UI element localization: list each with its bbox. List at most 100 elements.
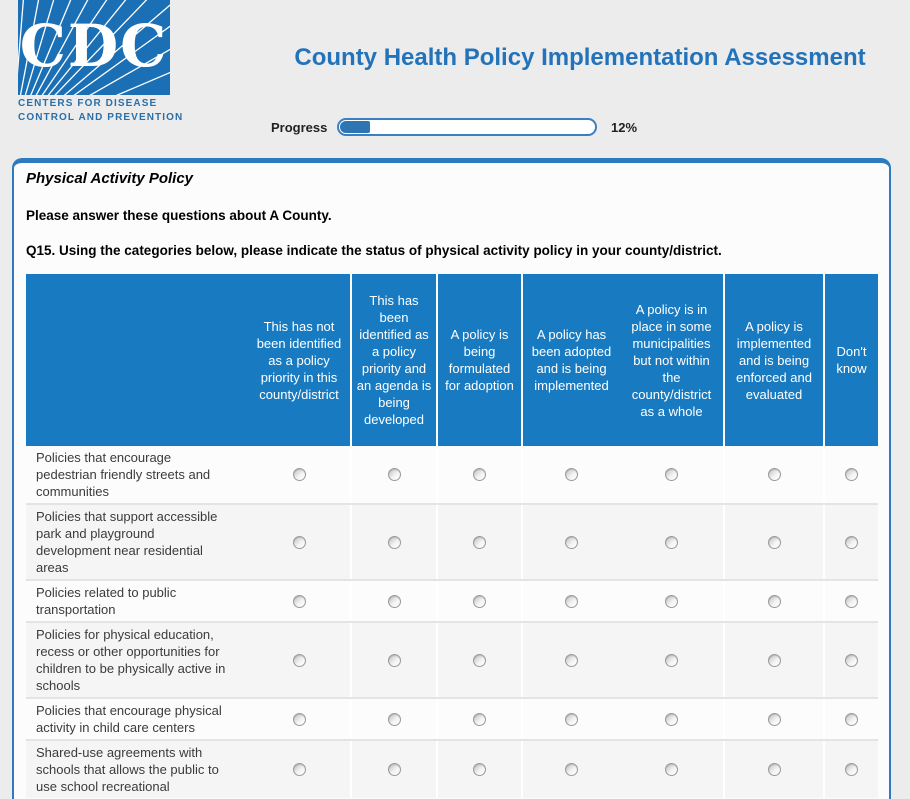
radio-button[interactable] [845, 468, 858, 481]
section-heading: Physical Activity Policy [26, 170, 194, 187]
radio-cell [436, 741, 521, 798]
radio-button[interactable] [565, 763, 578, 776]
radio-button[interactable] [292, 653, 306, 667]
radio-button[interactable] [292, 535, 306, 549]
matrix-row: Policies that support accessible park an… [26, 503, 878, 579]
survey-panel: Physical Activity Policy Please answer t… [12, 158, 891, 799]
radio-button[interactable] [845, 535, 858, 549]
radio-cell [823, 505, 878, 579]
radio-button[interactable] [767, 712, 781, 726]
radio-button[interactable] [565, 712, 578, 726]
radio-cell [620, 505, 723, 579]
progress-bar [337, 118, 597, 136]
row-label: Policies for physical education, recess … [26, 623, 248, 697]
radio-cell [521, 741, 620, 798]
cdc-logo: CDC CENTERS FOR DISEASE CONTROL AND PREV… [18, 0, 182, 123]
radio-button[interactable] [387, 535, 401, 549]
radio-button[interactable] [473, 468, 486, 481]
matrix-row: Policies related to public transportatio… [26, 579, 878, 621]
radio-button[interactable] [565, 653, 578, 667]
radio-cell [436, 446, 521, 503]
row-label: Shared-use agreements with schools that … [26, 741, 248, 798]
radio-button[interactable] [473, 712, 486, 726]
radio-button[interactable] [845, 594, 858, 608]
matrix-column-header: A policy has been adopted and is being i… [521, 274, 620, 446]
radio-button[interactable] [845, 763, 858, 776]
section-intro: Please answer these questions about A Co… [26, 208, 332, 223]
radio-cell [248, 623, 350, 697]
page-title: County Health Policy Implementation Asse… [294, 44, 866, 71]
radio-button[interactable] [565, 594, 578, 608]
radio-button[interactable] [665, 712, 678, 726]
radio-button[interactable] [387, 468, 401, 481]
radio-cell [248, 446, 350, 503]
radio-cell [620, 741, 723, 798]
radio-button[interactable] [665, 594, 678, 608]
matrix-header-corner [26, 274, 248, 446]
radio-button[interactable] [473, 763, 486, 776]
radio-button[interactable] [665, 535, 678, 549]
radio-button[interactable] [292, 468, 306, 481]
radio-cell [723, 581, 823, 621]
progress-percent: 12% [611, 120, 638, 135]
response-matrix: This has not been identified as a policy… [26, 274, 878, 798]
row-label: Policies that support accessible park an… [26, 505, 248, 579]
matrix-column-header: This has not been identified as a policy… [256, 318, 342, 402]
radio-cell [823, 581, 878, 621]
radio-cell [521, 699, 620, 739]
radio-button[interactable] [767, 763, 781, 776]
radio-button[interactable] [473, 594, 486, 608]
radio-button[interactable] [665, 653, 678, 667]
cdc-logo-text-line1: CENTERS FOR DISEASE [18, 98, 158, 109]
radio-cell [350, 623, 436, 697]
radio-cell [521, 446, 620, 503]
radio-cell [723, 699, 823, 739]
radio-button[interactable] [767, 653, 781, 667]
cdc-logo-acronym: CDC [19, 11, 169, 80]
radio-button[interactable] [387, 594, 401, 608]
radio-button[interactable] [767, 594, 781, 608]
radio-cell [436, 505, 521, 579]
radio-button[interactable] [387, 763, 401, 776]
radio-button[interactable] [473, 653, 486, 667]
radio-button[interactable] [845, 712, 858, 726]
radio-button[interactable] [292, 763, 306, 776]
radio-button[interactable] [665, 468, 678, 481]
cdc-logo-mark: CDC [18, 0, 170, 95]
radio-button[interactable] [665, 763, 678, 776]
radio-cell [723, 741, 823, 798]
matrix-header-row: This has not been identified as a policy… [26, 274, 878, 446]
radio-cell [723, 505, 823, 579]
question-q15: Q15. Using the categories below, please … [26, 243, 889, 258]
radio-button[interactable] [565, 468, 578, 481]
question-number: Q15. [26, 243, 56, 258]
radio-button[interactable] [387, 653, 401, 667]
matrix-column-header: This has been identified as a policy pri… [350, 274, 436, 446]
radio-cell [436, 699, 521, 739]
radio-cell [723, 623, 823, 697]
radio-cell [350, 581, 436, 621]
radio-button[interactable] [292, 712, 306, 726]
progress-bar-fill [340, 121, 371, 133]
radio-button[interactable] [292, 594, 306, 608]
row-label: Policies related to public transportatio… [26, 581, 248, 621]
radio-cell [248, 741, 350, 798]
radio-cell [620, 623, 723, 697]
radio-button[interactable] [473, 535, 486, 549]
radio-cell [823, 741, 878, 798]
radio-cell [823, 699, 878, 739]
radio-button[interactable] [767, 535, 781, 549]
matrix-row: Policies for physical education, recess … [26, 621, 878, 697]
matrix-column-header: A policy is implemented and is being enf… [723, 274, 823, 446]
progress-section: Progress 12% [0, 118, 910, 140]
row-label: Policies that encourage pedestrian frien… [26, 446, 248, 503]
radio-button[interactable] [387, 712, 401, 726]
radio-button[interactable] [565, 535, 578, 549]
radio-button[interactable] [845, 653, 858, 667]
radio-button[interactable] [767, 468, 781, 481]
progress-label: Progress [271, 120, 328, 135]
radio-cell [350, 699, 436, 739]
radio-cell [436, 623, 521, 697]
matrix-column-header: Don't know [823, 274, 878, 446]
radio-cell [620, 581, 723, 621]
